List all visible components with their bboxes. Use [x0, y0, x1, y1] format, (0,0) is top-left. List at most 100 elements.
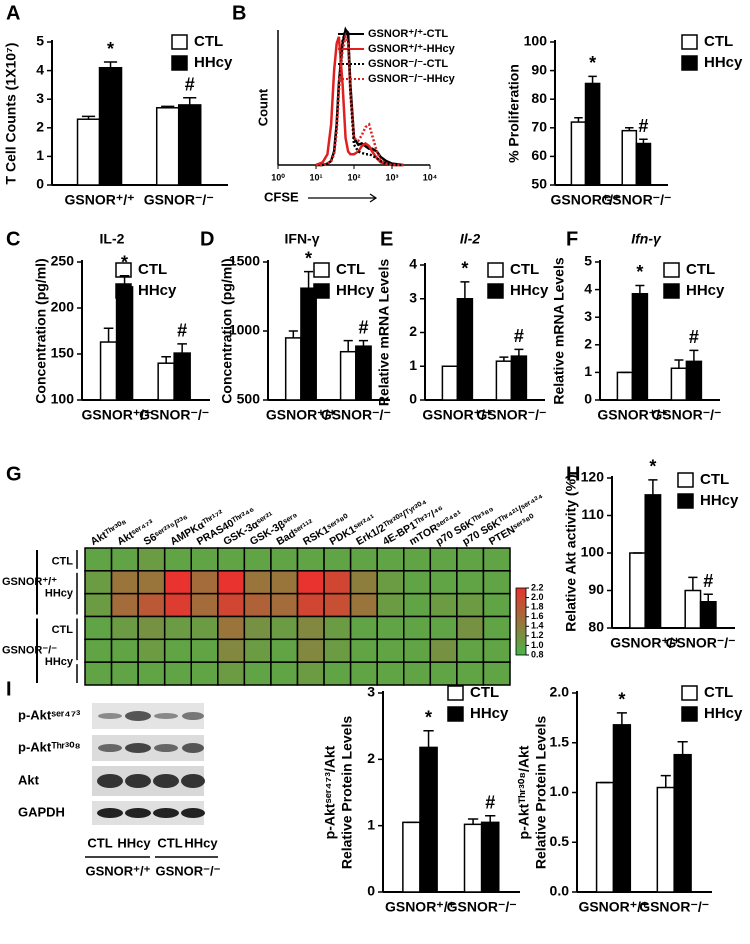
heatmap-cell	[217, 638, 246, 663]
heatmap-cell	[456, 661, 485, 686]
heatmap-cell	[296, 570, 325, 595]
error-bar	[460, 281, 470, 299]
panel-label: H	[566, 463, 580, 485]
band-label: Akt	[18, 772, 40, 787]
significance-mark: *	[649, 457, 656, 477]
row-label: CTL	[52, 556, 74, 568]
bar	[480, 821, 500, 893]
bar	[419, 746, 438, 893]
panel-label: A	[6, 2, 20, 24]
x-tick-label: GSNOR⁻/⁻	[476, 407, 546, 423]
bar	[670, 367, 688, 401]
legend-swatch	[313, 262, 330, 278]
error-bar	[674, 359, 684, 369]
x-tick-label: GSNOR⁻/⁻	[447, 899, 517, 915]
heatmap-cell	[323, 592, 352, 618]
colorbar-tick-label: 1.8	[531, 602, 544, 612]
significance-mark: *	[618, 690, 625, 710]
error-bar	[303, 270, 314, 289]
heatmap-cell	[323, 547, 352, 572]
legend-swatch	[115, 262, 132, 278]
y-tick-label: 500	[237, 391, 261, 407]
error-bar	[161, 356, 171, 364]
y-tick-label: 100	[524, 33, 548, 49]
bar	[441, 365, 459, 401]
colorbar-tick-label: 1.4	[531, 621, 544, 631]
error-bar	[177, 343, 187, 354]
y-tick-label: 0	[584, 391, 592, 407]
band-label: p-Aktᵀʰʳ³⁰⁸	[18, 739, 81, 754]
y-tick-label: 2	[367, 750, 375, 766]
heatmap-cell	[349, 592, 378, 618]
legend-swatch	[487, 283, 504, 299]
legend-swatch	[677, 493, 694, 509]
y-axis-label: Relative Protein Levels	[533, 716, 549, 870]
bar	[99, 341, 118, 401]
significance-mark: #	[358, 317, 368, 337]
heatmap-cell	[376, 661, 405, 686]
heatmap-cell	[296, 615, 325, 641]
legend-swatch	[171, 55, 188, 71]
x-axis-arrow	[308, 193, 378, 203]
colorbar-tick-label: 2.0	[531, 592, 544, 602]
lane-label: HHcy	[184, 835, 218, 850]
x-tick-label: GSNOR⁻/⁻	[321, 407, 391, 423]
legend-swatch	[681, 685, 698, 701]
error-bar	[639, 138, 648, 144]
heatmap-cell	[110, 570, 139, 595]
heatmap-cell	[296, 592, 325, 618]
heatmap-cell	[137, 570, 166, 595]
bar	[685, 360, 703, 401]
heatmap-cell	[482, 661, 511, 686]
heatmap-cell	[137, 661, 166, 686]
x-tick-label: GSNOR⁺/⁺	[82, 407, 152, 423]
heatmap-cell	[376, 592, 405, 618]
y-axis-label: Relative mRNA Levels	[376, 259, 392, 407]
group-label: GSNOR⁻/⁻	[155, 863, 220, 878]
bar	[300, 287, 317, 401]
heatmap-cell	[270, 547, 299, 572]
heatmap-cell	[323, 638, 352, 663]
error-bar	[635, 284, 645, 294]
legend-swatch	[681, 706, 698, 722]
bar	[644, 494, 662, 629]
heatmap-cell	[190, 661, 219, 686]
error-bar	[514, 348, 524, 357]
legend-label: CTL	[510, 261, 539, 278]
legend-label: GSNOR⁻/⁻-CTL	[368, 58, 448, 70]
group-label: GSNOR⁺/⁺	[85, 863, 150, 878]
bar	[98, 66, 123, 186]
x-tick-label: GSNOR⁻/⁻	[601, 192, 671, 208]
error-bar	[103, 61, 118, 68]
colorbar	[515, 587, 527, 656]
heatmap-cell	[270, 615, 299, 641]
legend-label: CTL	[470, 684, 499, 701]
bar	[456, 298, 474, 401]
heatmap-cell	[84, 592, 113, 618]
heatmap-cell	[163, 570, 192, 595]
y-tick-label: 70	[531, 119, 547, 135]
heatmap-cell	[190, 570, 219, 595]
bar	[570, 121, 587, 186]
heatmap-cell	[456, 615, 485, 641]
error-bar	[688, 576, 698, 591]
bar	[177, 104, 202, 186]
heatmap-cell	[349, 547, 378, 572]
legend-label: CTL	[138, 261, 167, 278]
panel-label: F	[566, 228, 578, 250]
heatmap-cell	[84, 615, 113, 641]
y-tick-label: 5	[36, 33, 44, 49]
heatmap-cell	[323, 615, 352, 641]
bar	[115, 286, 134, 401]
heatmap-cell	[296, 547, 325, 572]
significance-mark: #	[177, 321, 187, 341]
heatmap-cell	[84, 570, 113, 595]
legend-label: HHcy	[138, 282, 177, 299]
y-axis-label: % Proliferation	[506, 64, 522, 163]
x-tick-label: GSNOR⁻/⁻	[666, 635, 736, 651]
heatmap-cell	[482, 615, 511, 641]
heatmap-cell	[190, 592, 219, 618]
x-tick-label: GSNOR⁺/⁺	[610, 635, 680, 651]
heatmap-cell	[482, 638, 511, 663]
